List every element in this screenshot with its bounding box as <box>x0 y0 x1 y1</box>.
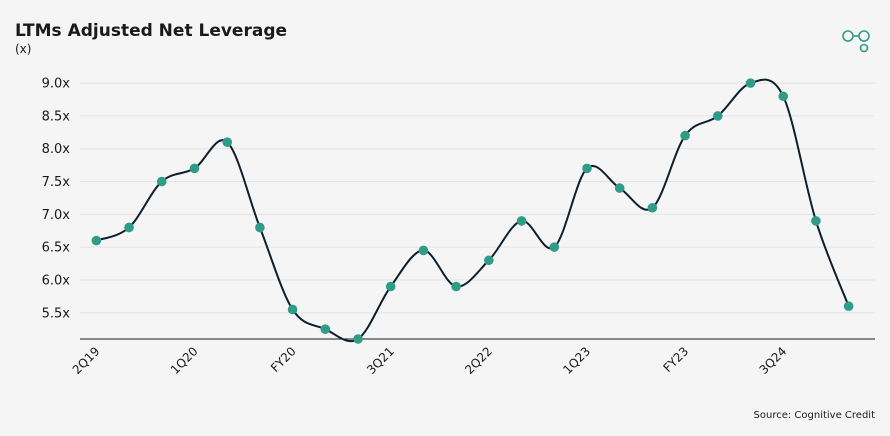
point <box>418 245 429 256</box>
y-tick-label: 8.5x <box>42 109 71 124</box>
point <box>516 216 527 226</box>
point <box>222 137 232 147</box>
y-tick-label: 7.0x <box>42 208 71 223</box>
y-tick-label: 5.5x <box>42 306 71 321</box>
logo <box>842 30 870 53</box>
point <box>484 255 494 266</box>
point <box>680 130 690 141</box>
point <box>647 202 658 213</box>
chart-subtitle: (x) <box>15 42 31 56</box>
point <box>287 304 298 315</box>
point <box>353 334 363 344</box>
point <box>385 281 396 292</box>
y-tick-label: 8.0x <box>42 142 71 157</box>
source: Source: Cognitive Credit <box>754 410 876 421</box>
chart-title: LTMs Adjusted Net Leverage <box>15 21 287 41</box>
point <box>778 91 789 102</box>
point <box>451 281 461 292</box>
point <box>124 222 134 233</box>
y-tick-label: 6.5x <box>42 241 71 256</box>
point <box>614 183 625 193</box>
point <box>843 301 854 311</box>
y-tick-label: 7.5x <box>42 175 71 190</box>
point <box>713 111 723 121</box>
y-tick-label: 6.0x <box>42 273 71 288</box>
point <box>745 78 756 88</box>
point <box>156 176 167 187</box>
point <box>255 222 265 233</box>
point <box>320 324 331 334</box>
point <box>811 216 821 226</box>
point <box>549 242 560 252</box>
point <box>189 163 200 174</box>
y-tick-label: 9.0x <box>42 77 71 92</box>
point <box>582 163 592 174</box>
point <box>91 235 102 246</box>
